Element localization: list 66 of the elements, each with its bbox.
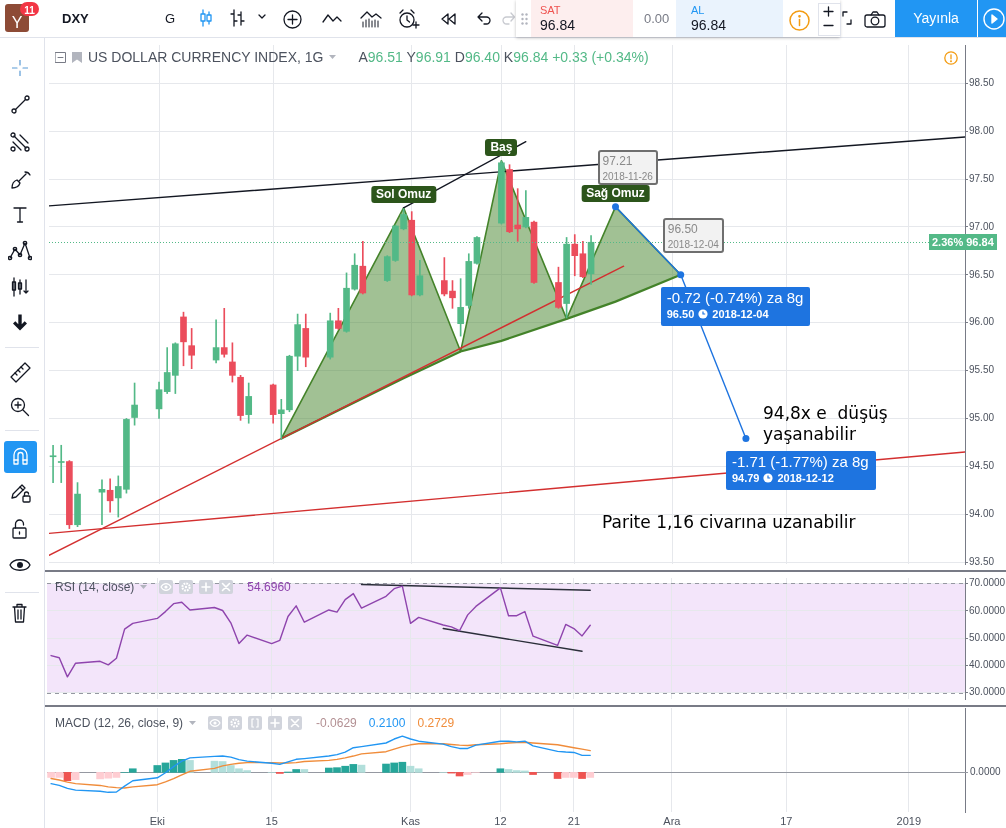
- x-tick-label: 2019: [896, 814, 922, 827]
- bar: [357, 764, 366, 773]
- text: 0.2729: [417, 715, 455, 731]
- y-tick-label: 93.50: [969, 555, 995, 567]
- y-tick-label: 40.0000: [969, 659, 1006, 671]
- y-tick-label: 94.00: [969, 507, 995, 519]
- text: 11: [24, 5, 35, 16]
- y-tick-label: 70.0000: [969, 577, 1006, 589]
- text: DXY: [62, 11, 89, 26]
- x-tick-label: Kas: [401, 814, 421, 827]
- annotation: -1.71 (-1.77%) za 8g 94.79 2018-12-12: [725, 450, 876, 490]
- y-tick-label: 96.00: [969, 316, 995, 328]
- text: Y: [11, 14, 23, 31]
- text: 0.00: [644, 11, 670, 26]
- x-tick-label: 12: [494, 814, 507, 827]
- y-tick-label: 30.0000: [969, 686, 1006, 698]
- chart-title: MACD (12, 26, close, 9): [55, 715, 184, 731]
- y-tick-label: 97.00: [969, 220, 995, 232]
- annotation: -0.72 (-0.74%) za 8g 96.50 2018-12-04: [660, 286, 811, 326]
- x-tick-label: Ara: [663, 814, 682, 827]
- text: -0.0629: [316, 715, 357, 731]
- text: 0.2100: [368, 715, 406, 731]
- annotation: 94,8x e düşüş yaşanabilir: [763, 403, 888, 445]
- text: Yayınla: [912, 10, 960, 26]
- text: AL: [691, 4, 705, 17]
- x-tick-label: 17: [780, 814, 793, 827]
- point: [742, 435, 750, 443]
- y-tick-label: 98.00: [969, 124, 995, 136]
- y-tick-label: 97.50: [969, 172, 995, 184]
- bar: [578, 772, 586, 779]
- chart-title: RSI (14, close): [55, 579, 135, 595]
- chart-title: US DOLLAR CURRENCY INDEX, 1G: [88, 49, 324, 65]
- text: G: [165, 11, 176, 26]
- data-label: Sol Omuz: [370, 185, 437, 203]
- x-tick-label: Eki: [149, 814, 165, 827]
- bar: [496, 768, 505, 773]
- bar: [529, 772, 537, 775]
- bar: [553, 772, 562, 779]
- text: SAT: [540, 4, 561, 17]
- y-tick-label: 95.00: [969, 412, 995, 424]
- y-tick-label: 60.0000: [969, 604, 1006, 616]
- data-label: Sağ Omuz: [581, 184, 650, 202]
- ref-line-label: 2.36% 96.84: [929, 234, 997, 251]
- bar: [71, 772, 80, 780]
- x-tick-label: 21: [567, 814, 581, 827]
- data-label: 97.21 2018-11-26: [602, 153, 653, 182]
- candlestick: [57, 444, 65, 483]
- text: 96.84: [540, 17, 576, 33]
- bar: [586, 772, 595, 778]
- y-tick-label: 94.50: [969, 460, 995, 472]
- y-tick-label: 50.0000: [969, 631, 1006, 643]
- annotation: Parite 1,16 civarına uzanabilir: [602, 512, 856, 533]
- text: 0.0000: [970, 766, 1001, 779]
- text: 96.84: [691, 17, 727, 33]
- x-tick-label: 15: [265, 814, 278, 827]
- point: [612, 203, 620, 211]
- y-tick-label: 95.50: [969, 364, 995, 376]
- y-tick-label: 98.50: [969, 77, 995, 89]
- data-label: 96.50 2018-12-04: [667, 221, 719, 250]
- y-tick-label: 96.50: [969, 268, 995, 280]
- point: [677, 271, 685, 279]
- annotation: 54.6960: [247, 579, 291, 595]
- data-label: Baş: [485, 138, 518, 156]
- bar: [63, 772, 72, 782]
- text: A96.51 Y96.91 D96.40 K96.84 +0.33 (+0.34%): [358, 49, 649, 65]
- bar: [300, 769, 309, 773]
